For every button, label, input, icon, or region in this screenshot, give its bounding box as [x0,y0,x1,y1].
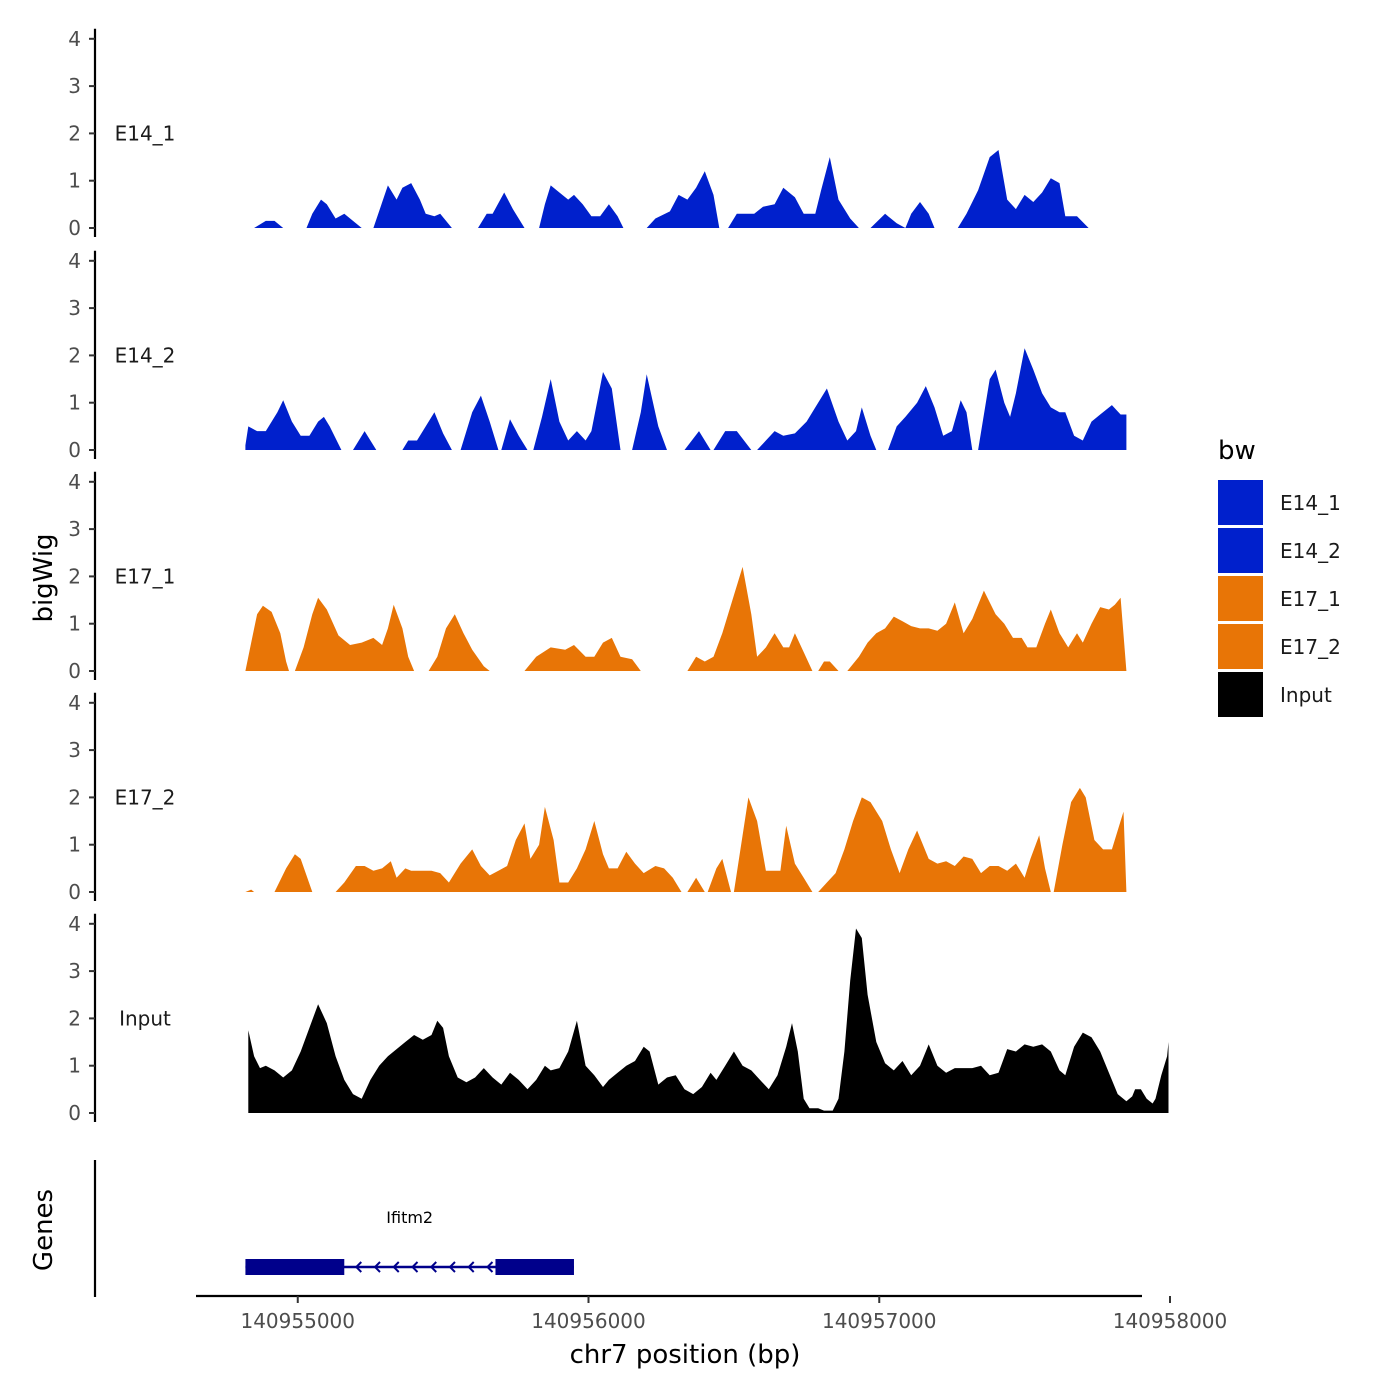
strand-arrow [392,1261,400,1273]
y-tick-label: 3 [68,74,81,98]
gene-label: Ifitm2 [386,1208,433,1227]
legend-swatch [1218,576,1263,621]
x-tick-label: 140956000 [531,1309,646,1333]
track-label: E14_1 [115,121,176,145]
signal-tracks: 0 1 2 3 4 E14_1 0 1 2 3 4 E14_2 0 1 2 3 4 E17_1 0 1 2 3 4 E17_2… [68,27,1169,1125]
strand-arrow [486,1261,494,1273]
legend-swatch [1218,528,1263,573]
gene-track-title: Genes [29,1189,59,1271]
y-tick-label: 4 [68,691,81,715]
legend-swatch [1218,672,1263,717]
strand-arrow [373,1261,381,1273]
x-tick-label: 140957000 [822,1309,937,1333]
strand-arrow [448,1261,456,1273]
legend-label: E17_2 [1280,635,1341,659]
legend-swatch [1218,624,1263,669]
signal-area [245,348,1127,450]
y-tick-label: 3 [68,738,81,762]
strand-arrow [467,1261,475,1273]
signal-area [245,787,1127,892]
track-input: 0 1 2 3 4 Input [68,912,1169,1125]
y-tick-label: 1 [68,1054,81,1078]
y-tick-label: 2 [68,1006,81,1030]
legend-label: E14_1 [1280,491,1341,515]
strand-arrow [411,1261,419,1273]
y-tick-label: 3 [68,959,81,983]
track-e14-2: 0 1 2 3 4 E14_2 [68,249,1127,462]
gene-exon [245,1259,345,1275]
y-tick-label: 4 [68,249,81,273]
y-tick-label: 3 [68,296,81,320]
signal-area [254,150,1089,228]
gene-track: Ifitm2 [93,1160,574,1297]
y-tick-label: 0 [68,1101,81,1125]
x-axis: 140955000 140956000 140957000 140958000 [196,1294,1228,1333]
y-tick-label: 3 [68,517,81,541]
track-e17-1: 0 1 2 3 4 E17_1 [68,470,1127,683]
y-tick-label: 1 [68,612,81,636]
x-tick-label: 140955000 [240,1309,355,1333]
legend: bw E14_1 E14_2 E17_1 E17_2 Input [1218,436,1341,717]
y-tick-label: 1 [68,391,81,415]
track-label: E14_2 [115,343,176,367]
track-label: E17_1 [115,564,176,588]
y-tick-label: 2 [68,121,81,145]
y-tick-label: 2 [68,564,81,588]
y-tick-label: 4 [68,470,81,494]
strand-arrow [354,1261,362,1273]
y-tick-label: 4 [68,912,81,936]
legend-label: Input [1280,683,1332,707]
y-tick-label: 1 [68,169,81,193]
track-e17-2: 0 1 2 3 4 E17_2 [68,691,1127,904]
gene-ifitm2: Ifitm2 [245,1208,574,1275]
legend-label: E14_2 [1280,539,1341,563]
signal-area [248,928,1169,1113]
y-axis-title: bigWig [29,533,59,622]
track-e14-1: 0 1 2 3 4 E14_1 [68,27,1089,240]
signal-area [245,566,1127,671]
gene-exon [495,1259,574,1275]
y-tick-label: 1 [68,833,81,857]
y-tick-label: 2 [68,785,81,809]
strand-arrow [429,1261,437,1273]
x-tick-label: 140958000 [1113,1309,1228,1333]
legend-label: E17_1 [1280,587,1341,611]
legend-title: bw [1218,436,1256,466]
y-tick-label: 0 [68,216,81,240]
y-tick-label: 0 [68,659,81,683]
legend-swatch [1218,480,1263,525]
track-label: Input [119,1006,171,1030]
y-tick-label: 2 [68,343,81,367]
y-tick-label: 0 [68,880,81,904]
track-label: E17_2 [115,785,176,809]
y-tick-label: 4 [68,27,81,51]
y-tick-label: 0 [68,438,81,462]
x-axis-title: chr7 position (bp) [570,1340,801,1370]
